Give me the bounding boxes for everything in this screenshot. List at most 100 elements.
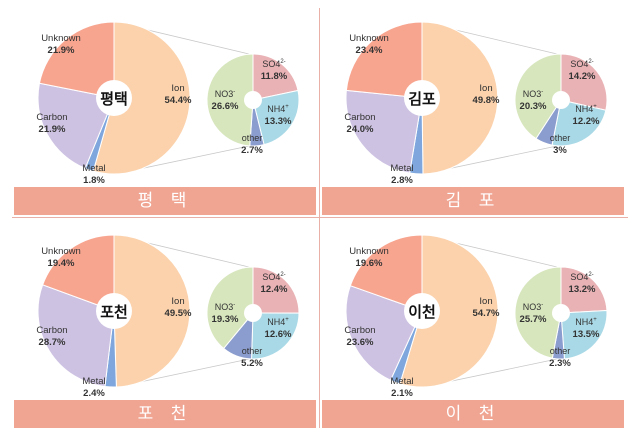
horizontal-divider (12, 217, 628, 218)
region-banner: 이 천 (322, 400, 624, 428)
ion-label-so4: SO42- 14.2% (569, 59, 596, 82)
center-label: 포천 (100, 303, 128, 321)
slice-name: NH4+ (267, 317, 289, 327)
chart-panel-pyeongtaek: 평택 Ion 54.4% Metal 1.8% Carbon 21.9% Unknown 21.… (14, 5, 316, 220)
ion-label-nh4: NH4+ 12.6% (265, 317, 292, 340)
ion-label-no3: NO3- 19.3% (212, 302, 239, 325)
slice-value: 28.7% (39, 337, 66, 348)
slice-value: 2.7% (241, 145, 263, 156)
ion-label-other: other 2.7% (241, 133, 263, 156)
slice-value: 49.5% (165, 308, 192, 319)
ion-slice-nh4 (560, 309, 608, 360)
region-banner: 포 천 (14, 400, 316, 428)
donut-chart-pocheon: 포천Ion49.5%Metal2.4%Carbon28.7%Unknown19.… (36, 234, 300, 399)
slice-name: NO3- (523, 302, 544, 312)
ion-slice-no3 (206, 53, 254, 147)
main-slice-carbon (37, 284, 115, 388)
slice-name: Ion (171, 296, 184, 307)
slice-name: Ion (479, 83, 492, 94)
slice-name: NH4+ (575, 104, 597, 114)
slice-name: other (550, 346, 571, 356)
center-label: 김포 (408, 90, 436, 108)
slice-name: SO42- (262, 272, 285, 282)
ion-slice-nh4 (252, 89, 300, 146)
slice-name: NO3- (523, 89, 544, 99)
slice-name: Carbon (344, 325, 375, 336)
donut-hole (404, 293, 440, 329)
slice-name: Unknown (349, 33, 389, 44)
ion-label-no3: NO3- 26.6% (212, 89, 239, 112)
chart-panel-gimpo: 김포 Ion 49.8% Metal 2.8% Carbon 24.0% Unknown 23.… (322, 5, 624, 220)
ion-label-nh4: NH4+ 12.2% (573, 104, 600, 127)
ion-slice-so4 (560, 266, 608, 314)
ion-label-nh4: NH4+ 13.5% (573, 317, 600, 340)
main-slice-carbon (37, 82, 115, 169)
slice-name: NO3- (215, 89, 236, 99)
slice-value: 19.4% (48, 258, 75, 269)
slice-name: other (550, 133, 571, 143)
slice-name: NH4+ (575, 317, 597, 327)
chart-panel-pocheon: 포천 Ion 49.5% Metal 2.4% Carbon 28.7% Unknown 19.… (14, 218, 316, 433)
slice-value: 3% (553, 145, 567, 156)
slice-value: 21.9% (39, 124, 66, 135)
slice-value: 1.8% (83, 175, 105, 186)
donut-hole (96, 80, 132, 116)
donut-hole (404, 80, 440, 116)
ion-label-other: other 3% (550, 133, 571, 156)
center-label: 이천 (408, 303, 436, 321)
ion-label-so4: SO42- 12.4% (261, 272, 288, 295)
slice-name: Metal (82, 376, 105, 387)
slice-name: other (242, 346, 263, 356)
slice-value: 14.2% (569, 71, 596, 82)
ion-label-so4: SO42- 11.8% (261, 59, 288, 82)
slice-name: NH4+ (267, 104, 289, 114)
ion-slice-so4 (252, 266, 300, 314)
slice-name: Carbon (36, 325, 67, 336)
slice-name: other (242, 133, 263, 143)
ion-slice-nh4 (551, 99, 607, 147)
main-slice-carbon (345, 285, 423, 381)
slice-value: 54.4% (165, 95, 192, 106)
slice-name: Carbon (344, 112, 375, 123)
ion-slice-no3 (514, 266, 562, 359)
slice-name: Ion (171, 83, 184, 94)
ion-label-nh4: NH4+ 13.3% (265, 104, 292, 127)
ion-label-other: other 5.2% (241, 346, 263, 369)
main-slice-ion (92, 21, 191, 175)
vertical-divider (319, 8, 320, 428)
ion-donut-hole (244, 91, 262, 109)
slice-value: 13.5% (573, 329, 600, 340)
slice-name: Carbon (36, 112, 67, 123)
slice-name: Metal (82, 163, 105, 174)
ion-slice-so4 (560, 53, 608, 111)
slice-name: Unknown (41, 246, 81, 257)
slice-name: Unknown (349, 246, 389, 257)
ion-label-no3: NO3- 25.7% (520, 302, 547, 325)
ion-slice-so4 (252, 53, 299, 101)
slice-value: 24.0% (347, 124, 374, 135)
slice-value: 20.3% (520, 101, 547, 112)
slice-value: 12.4% (261, 284, 288, 295)
slice-name: SO42- (262, 59, 285, 69)
slice-name: NO3- (215, 302, 236, 312)
slice-value: 19.3% (212, 314, 239, 325)
slice-value: 26.6% (212, 101, 239, 112)
slice-value: 2.4% (83, 388, 105, 399)
main-slice-ion (113, 234, 191, 388)
ion-donut-hole (244, 304, 262, 322)
center-label: 평택 (100, 90, 128, 108)
slice-name: SO42- (570, 59, 593, 69)
slice-name: Unknown (41, 33, 81, 44)
ion-label-other: other 2.3% (549, 346, 571, 369)
main-slice-unknown (42, 234, 115, 312)
